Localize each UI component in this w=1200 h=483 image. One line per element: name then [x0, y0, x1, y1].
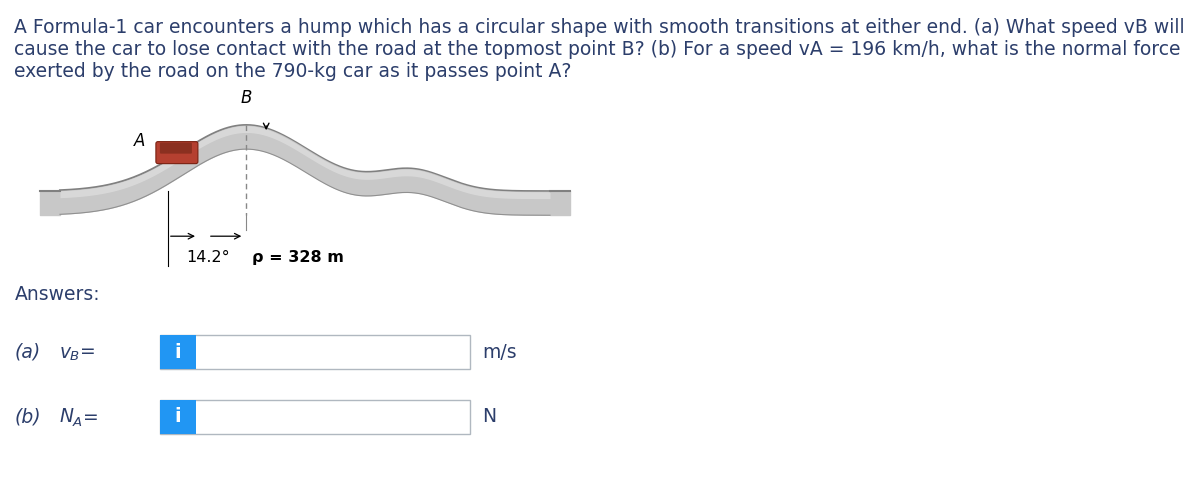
Text: ρ = 328 m: ρ = 328 m	[252, 250, 344, 265]
Text: (a): (a)	[14, 342, 41, 361]
FancyBboxPatch shape	[160, 335, 196, 369]
Text: A: A	[73, 415, 82, 428]
Text: N: N	[482, 408, 496, 426]
Text: A Formula-1 car encounters a hump which has a circular shape with smooth transit: A Formula-1 car encounters a hump which …	[14, 18, 1184, 37]
Text: v: v	[60, 342, 71, 361]
Text: exerted by the road on the 790-kg car as it passes point A?: exerted by the road on the 790-kg car as…	[14, 62, 571, 81]
FancyBboxPatch shape	[160, 400, 470, 434]
Text: (b): (b)	[14, 408, 42, 426]
Text: B: B	[70, 351, 79, 364]
FancyBboxPatch shape	[160, 400, 196, 434]
Text: i: i	[175, 342, 181, 361]
Text: A: A	[133, 132, 145, 150]
Text: B: B	[240, 89, 252, 107]
Text: =: =	[80, 342, 96, 361]
Text: Answers:: Answers:	[14, 285, 101, 304]
FancyBboxPatch shape	[160, 142, 192, 154]
Text: 14.2°: 14.2°	[186, 250, 229, 265]
Text: N: N	[60, 408, 74, 426]
Text: =: =	[83, 408, 98, 426]
FancyBboxPatch shape	[156, 142, 198, 164]
Text: cause the car to lose contact with the road at the topmost point B? (b) For a sp: cause the car to lose contact with the r…	[14, 40, 1181, 59]
Text: i: i	[175, 408, 181, 426]
FancyBboxPatch shape	[160, 335, 470, 369]
Text: m/s: m/s	[482, 342, 517, 361]
